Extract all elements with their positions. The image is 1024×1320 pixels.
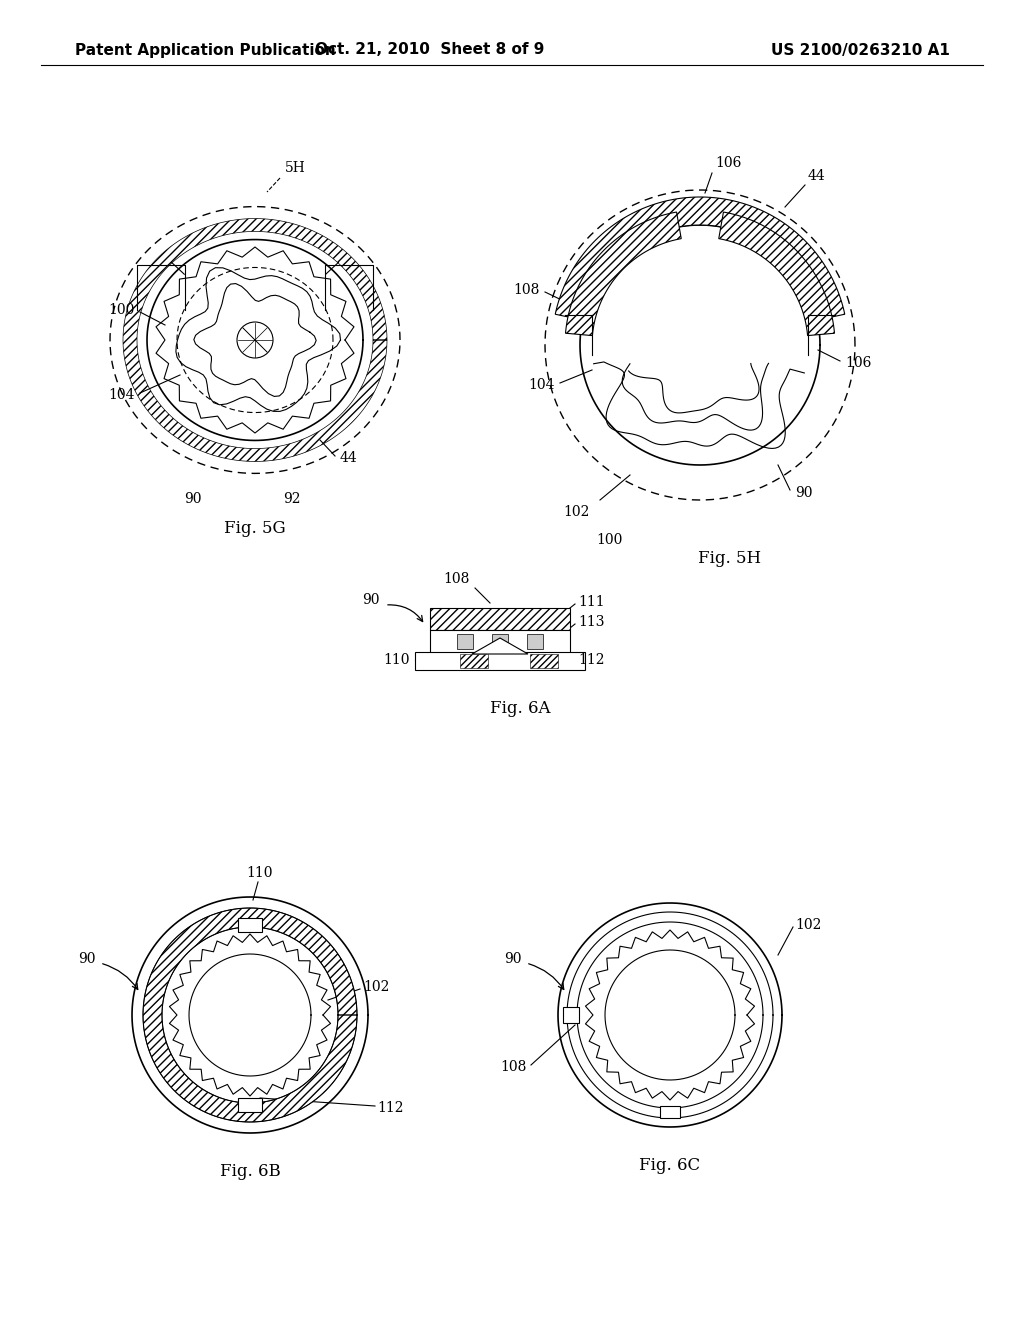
Text: Fig. 6A: Fig. 6A <box>489 700 550 717</box>
Text: 106: 106 <box>845 356 871 370</box>
Text: 102: 102 <box>563 506 590 519</box>
Text: Oct. 21, 2010  Sheet 8 of 9: Oct. 21, 2010 Sheet 8 of 9 <box>315 42 545 58</box>
Text: 92: 92 <box>283 492 300 506</box>
Polygon shape <box>472 638 528 653</box>
Bar <box>492 634 508 649</box>
Text: 90: 90 <box>184 492 202 506</box>
Polygon shape <box>143 908 357 1122</box>
Circle shape <box>237 322 273 358</box>
Text: 108: 108 <box>514 282 540 297</box>
Bar <box>660 1106 680 1118</box>
Polygon shape <box>123 219 387 462</box>
Bar <box>563 1007 579 1023</box>
Text: 111: 111 <box>578 595 604 609</box>
Text: 108: 108 <box>501 1060 527 1074</box>
Text: US 2100/0263210 A1: US 2100/0263210 A1 <box>771 42 950 58</box>
Text: 90: 90 <box>79 952 96 966</box>
Bar <box>527 634 543 649</box>
Text: Fig. 5G: Fig. 5G <box>224 520 286 537</box>
Text: Patent Application Publication: Patent Application Publication <box>75 42 336 58</box>
Text: 44: 44 <box>808 169 825 183</box>
Text: Fig. 6C: Fig. 6C <box>639 1158 700 1173</box>
Text: 90: 90 <box>795 486 812 500</box>
Text: 102: 102 <box>362 979 389 994</box>
Polygon shape <box>555 197 845 319</box>
Polygon shape <box>719 213 835 335</box>
Bar <box>457 634 473 649</box>
Text: 112: 112 <box>578 653 604 667</box>
Bar <box>238 917 262 932</box>
Text: Fig. 5H: Fig. 5H <box>698 550 762 568</box>
Polygon shape <box>565 213 681 335</box>
Text: 110: 110 <box>384 653 410 667</box>
Text: 102: 102 <box>795 917 821 932</box>
Bar <box>415 652 585 671</box>
Text: 108: 108 <box>443 572 470 586</box>
Bar <box>530 653 558 668</box>
Text: 104: 104 <box>528 378 555 392</box>
Text: 100: 100 <box>597 533 624 546</box>
Text: 100: 100 <box>109 304 135 317</box>
Bar <box>238 1098 262 1111</box>
Text: 90: 90 <box>505 952 522 966</box>
Text: 112: 112 <box>377 1101 403 1115</box>
Bar <box>460 653 488 668</box>
Text: 104: 104 <box>109 388 135 403</box>
Text: 106: 106 <box>715 156 741 170</box>
Bar <box>430 630 570 653</box>
Text: Fig. 6B: Fig. 6B <box>219 1163 281 1180</box>
Text: 90: 90 <box>362 593 380 607</box>
Text: 110: 110 <box>247 866 273 880</box>
Text: 113: 113 <box>578 615 604 630</box>
Text: 5H: 5H <box>285 161 306 176</box>
Bar <box>430 609 570 630</box>
Text: 44: 44 <box>340 451 357 465</box>
